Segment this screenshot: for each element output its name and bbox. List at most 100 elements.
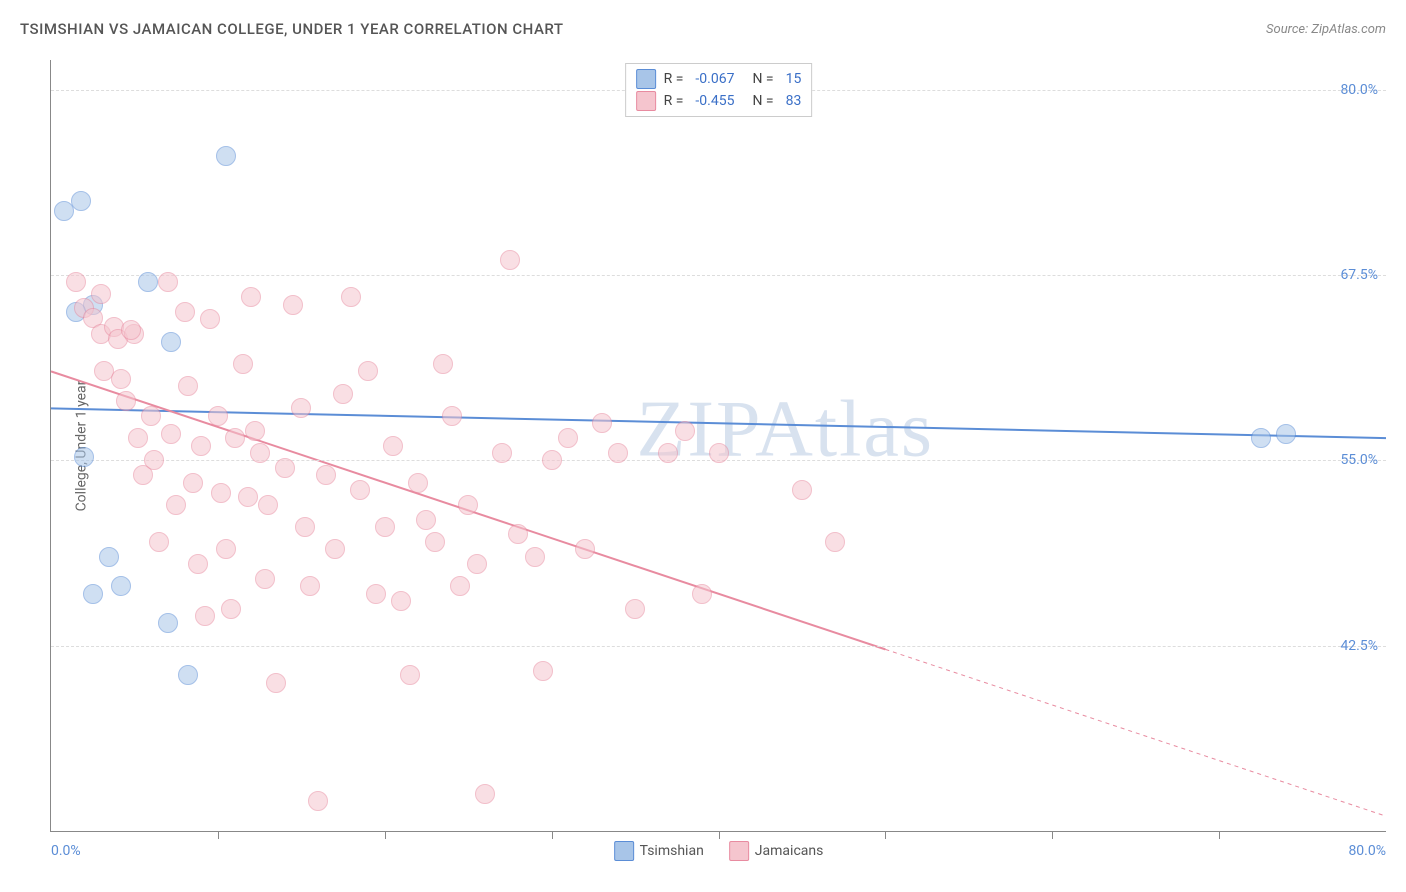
gridline	[51, 275, 1386, 276]
data-point	[658, 443, 678, 463]
data-point	[111, 576, 131, 596]
legend-n-value: 83	[786, 93, 802, 109]
data-point	[458, 495, 478, 515]
header: TSIMSHIAN VS JAMAICAN COLLEGE, UNDER 1 Y…	[20, 20, 1386, 38]
y-tick-label: 55.0%	[1340, 452, 1378, 468]
data-point	[149, 532, 169, 552]
data-point	[91, 284, 111, 304]
data-point	[709, 443, 729, 463]
data-point	[128, 428, 148, 448]
legend-swatch	[636, 91, 656, 111]
data-point	[83, 584, 103, 604]
data-point	[358, 361, 378, 381]
data-point	[1251, 428, 1271, 448]
y-tick-label: 67.5%	[1340, 267, 1378, 283]
trendline-dashed	[885, 649, 1386, 816]
data-point	[625, 599, 645, 619]
chart-title: TSIMSHIAN VS JAMAICAN COLLEGE, UNDER 1 Y…	[20, 20, 563, 38]
data-point	[111, 369, 131, 389]
data-point	[161, 332, 181, 352]
data-point	[825, 532, 845, 552]
plot-region: 42.5% 55.0% 67.5% 80.0%	[51, 60, 1386, 831]
data-point	[525, 547, 545, 567]
data-point	[238, 487, 258, 507]
data-point	[492, 443, 512, 463]
legend-stat-row: R = -0.455 N = 83	[636, 90, 802, 112]
legend-n-label: N =	[752, 71, 773, 87]
legend-n-label: N =	[752, 93, 773, 109]
data-point	[258, 495, 278, 515]
data-point	[200, 309, 220, 329]
data-point	[300, 576, 320, 596]
data-point	[333, 384, 353, 404]
data-point	[175, 302, 195, 322]
data-point	[158, 272, 178, 292]
chart-container: TSIMSHIAN VS JAMAICAN COLLEGE, UNDER 1 Y…	[0, 0, 1406, 892]
y-tick-label: 80.0%	[1340, 82, 1378, 98]
legend-r-value: -0.455	[695, 93, 734, 109]
data-point	[208, 406, 228, 426]
data-point	[216, 146, 236, 166]
data-point	[341, 287, 361, 307]
legend-stat-row: R = -0.067 N = 15	[636, 68, 802, 90]
data-point	[291, 398, 311, 418]
data-point	[158, 613, 178, 633]
x-tick	[719, 831, 720, 839]
data-point	[195, 606, 215, 626]
data-point	[121, 320, 141, 340]
legend-series-item: Tsimshian	[614, 841, 704, 861]
data-point	[792, 480, 812, 500]
data-point	[74, 447, 94, 467]
data-point	[241, 287, 261, 307]
x-tick	[1052, 831, 1053, 839]
data-point	[308, 791, 328, 811]
data-point	[592, 413, 612, 433]
data-point	[221, 599, 241, 619]
data-point	[675, 421, 695, 441]
data-point	[275, 458, 295, 478]
data-point	[211, 483, 231, 503]
data-point	[216, 539, 236, 559]
gridline	[51, 646, 1386, 647]
data-point	[138, 272, 158, 292]
data-point	[508, 524, 528, 544]
data-point	[183, 473, 203, 493]
data-point	[400, 665, 420, 685]
data-point	[350, 480, 370, 500]
data-point	[225, 428, 245, 448]
data-point	[692, 584, 712, 604]
data-point	[1276, 424, 1296, 444]
data-point	[533, 661, 553, 681]
data-point	[608, 443, 628, 463]
data-point	[178, 376, 198, 396]
data-point	[450, 576, 470, 596]
x-tick	[385, 831, 386, 839]
data-point	[408, 473, 428, 493]
data-point	[141, 406, 161, 426]
data-point	[66, 272, 86, 292]
x-tick	[885, 831, 886, 839]
data-point	[375, 517, 395, 537]
legend-series-label: Jamaicans	[755, 843, 824, 859]
legend-series-label: Tsimshian	[640, 843, 704, 859]
data-point	[144, 450, 164, 470]
data-point	[233, 354, 253, 374]
data-point	[558, 428, 578, 448]
legend-swatch	[614, 841, 634, 861]
data-point	[54, 201, 74, 221]
data-point	[178, 665, 198, 685]
legend-swatch	[636, 69, 656, 89]
data-point	[325, 539, 345, 559]
data-point	[433, 354, 453, 374]
data-point	[295, 517, 315, 537]
y-tick-label: 42.5%	[1340, 638, 1378, 654]
x-tick	[1219, 831, 1220, 839]
data-point	[191, 436, 211, 456]
data-point	[391, 591, 411, 611]
legend-r-value: -0.067	[695, 71, 734, 87]
data-point	[316, 465, 336, 485]
data-point	[475, 784, 495, 804]
data-point	[266, 673, 286, 693]
data-point	[416, 510, 436, 530]
data-point	[161, 424, 181, 444]
